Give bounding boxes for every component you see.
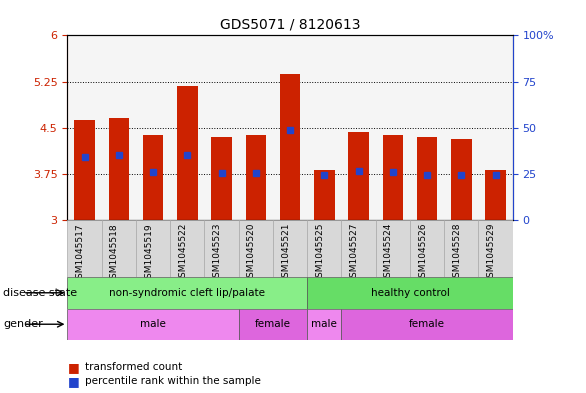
Bar xyxy=(280,73,301,220)
Text: GSM1045523: GSM1045523 xyxy=(213,223,222,283)
Text: gender: gender xyxy=(3,319,43,329)
Bar xyxy=(479,220,513,277)
Text: healthy control: healthy control xyxy=(370,288,449,298)
Text: GSM1045521: GSM1045521 xyxy=(281,223,290,283)
Text: GSM1045527: GSM1045527 xyxy=(350,223,359,283)
Bar xyxy=(101,220,136,277)
Text: GSM1045529: GSM1045529 xyxy=(486,223,496,283)
Bar xyxy=(348,132,369,220)
Text: transformed count: transformed count xyxy=(85,362,182,373)
Bar xyxy=(383,135,403,220)
Text: disease state: disease state xyxy=(3,288,77,298)
Bar xyxy=(212,137,232,220)
Bar xyxy=(67,220,101,277)
Bar xyxy=(307,309,342,340)
Text: female: female xyxy=(255,319,291,329)
Bar xyxy=(239,220,273,277)
Bar xyxy=(342,220,376,277)
Bar xyxy=(417,137,437,220)
Text: male: male xyxy=(140,319,166,329)
Text: ■: ■ xyxy=(67,375,79,388)
Text: female: female xyxy=(409,319,445,329)
Bar xyxy=(205,220,239,277)
Bar xyxy=(74,120,95,220)
Text: GSM1045517: GSM1045517 xyxy=(76,223,84,284)
Bar xyxy=(307,220,342,277)
Bar xyxy=(67,277,307,309)
Bar xyxy=(108,119,129,220)
Bar xyxy=(451,139,472,220)
Text: GSM1045526: GSM1045526 xyxy=(418,223,427,283)
Bar xyxy=(246,135,266,220)
Bar xyxy=(485,170,506,220)
Bar xyxy=(273,220,307,277)
Bar xyxy=(307,277,513,309)
Bar xyxy=(239,309,307,340)
Text: GSM1045519: GSM1045519 xyxy=(144,223,153,284)
Title: GDS5071 / 8120613: GDS5071 / 8120613 xyxy=(220,17,360,31)
Text: percentile rank within the sample: percentile rank within the sample xyxy=(85,376,261,386)
Bar xyxy=(170,220,205,277)
Bar xyxy=(143,135,163,220)
Bar xyxy=(67,309,239,340)
Text: non-syndromic cleft lip/palate: non-syndromic cleft lip/palate xyxy=(110,288,265,298)
Bar xyxy=(410,220,444,277)
Text: GSM1045518: GSM1045518 xyxy=(110,223,119,284)
Text: male: male xyxy=(311,319,338,329)
Text: GSM1045525: GSM1045525 xyxy=(315,223,324,283)
Bar xyxy=(444,220,479,277)
Bar xyxy=(314,170,335,220)
Text: ■: ■ xyxy=(67,361,79,374)
Bar xyxy=(136,220,170,277)
Bar xyxy=(177,86,197,220)
Text: GSM1045520: GSM1045520 xyxy=(247,223,256,283)
Text: GSM1045524: GSM1045524 xyxy=(384,223,393,283)
Text: GSM1045522: GSM1045522 xyxy=(178,223,188,283)
Bar xyxy=(376,220,410,277)
Bar xyxy=(342,309,513,340)
Text: GSM1045528: GSM1045528 xyxy=(452,223,461,283)
